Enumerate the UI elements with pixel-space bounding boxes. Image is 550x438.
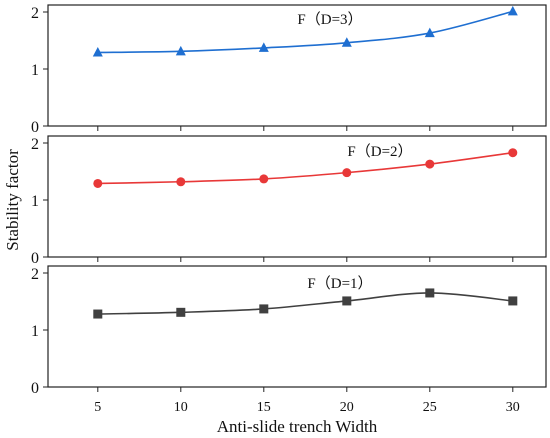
x-tick-label: 15 bbox=[257, 400, 271, 415]
x-tick-label: 25 bbox=[423, 400, 437, 415]
x-tick-label: 20 bbox=[340, 400, 354, 415]
panel-label: F（D=2） bbox=[347, 143, 412, 160]
y-tick-label: 0 bbox=[31, 380, 39, 397]
data-point-triangle bbox=[92, 46, 103, 57]
data-point-square bbox=[93, 309, 103, 319]
y-tick-label: 0 bbox=[31, 250, 39, 267]
x-tick-label: 30 bbox=[506, 400, 520, 415]
panel-label: F（D=1） bbox=[307, 275, 372, 292]
data-point-triangle bbox=[175, 45, 186, 56]
data-point-square bbox=[508, 296, 518, 306]
data-point-circle bbox=[93, 178, 103, 188]
y-tick-label: 2 bbox=[31, 136, 39, 153]
data-point-square bbox=[342, 296, 352, 306]
data-point-triangle bbox=[424, 27, 435, 38]
y-tick-label: 1 bbox=[31, 193, 39, 210]
data-point-circle bbox=[342, 168, 352, 178]
y-axis-label: Stability factor bbox=[3, 149, 22, 251]
y-tick-label: 2 bbox=[31, 266, 39, 283]
panel-frame-2 bbox=[47, 135, 547, 258]
data-point-square bbox=[259, 304, 269, 314]
panel-frame-1 bbox=[47, 4, 547, 127]
data-point-circle bbox=[259, 174, 269, 184]
series-line-1 bbox=[97, 10, 514, 54]
x-tick-label: 5 bbox=[94, 400, 101, 415]
data-point-triangle bbox=[258, 42, 269, 52]
y-tick-label: 1 bbox=[31, 323, 39, 340]
y-tick-label: 0 bbox=[31, 119, 39, 136]
data-point-square bbox=[176, 307, 186, 317]
data-point-circle bbox=[176, 177, 186, 187]
panel-frame-3 bbox=[47, 265, 547, 388]
x-axis-label: Anti-slide trench Width bbox=[217, 417, 378, 436]
y-tick-label: 2 bbox=[31, 5, 39, 22]
data-point-circle bbox=[425, 159, 435, 169]
data-point-triangle bbox=[341, 37, 352, 47]
y-tick-label: 1 bbox=[31, 62, 39, 79]
series-line-3 bbox=[97, 292, 513, 315]
data-point-circle bbox=[508, 148, 518, 158]
panel-label: F（D=3） bbox=[297, 11, 362, 28]
x-tick-label: 10 bbox=[174, 400, 188, 415]
data-point-triangle bbox=[507, 5, 518, 16]
data-point-square bbox=[425, 288, 435, 298]
series-line-2 bbox=[97, 151, 513, 185]
